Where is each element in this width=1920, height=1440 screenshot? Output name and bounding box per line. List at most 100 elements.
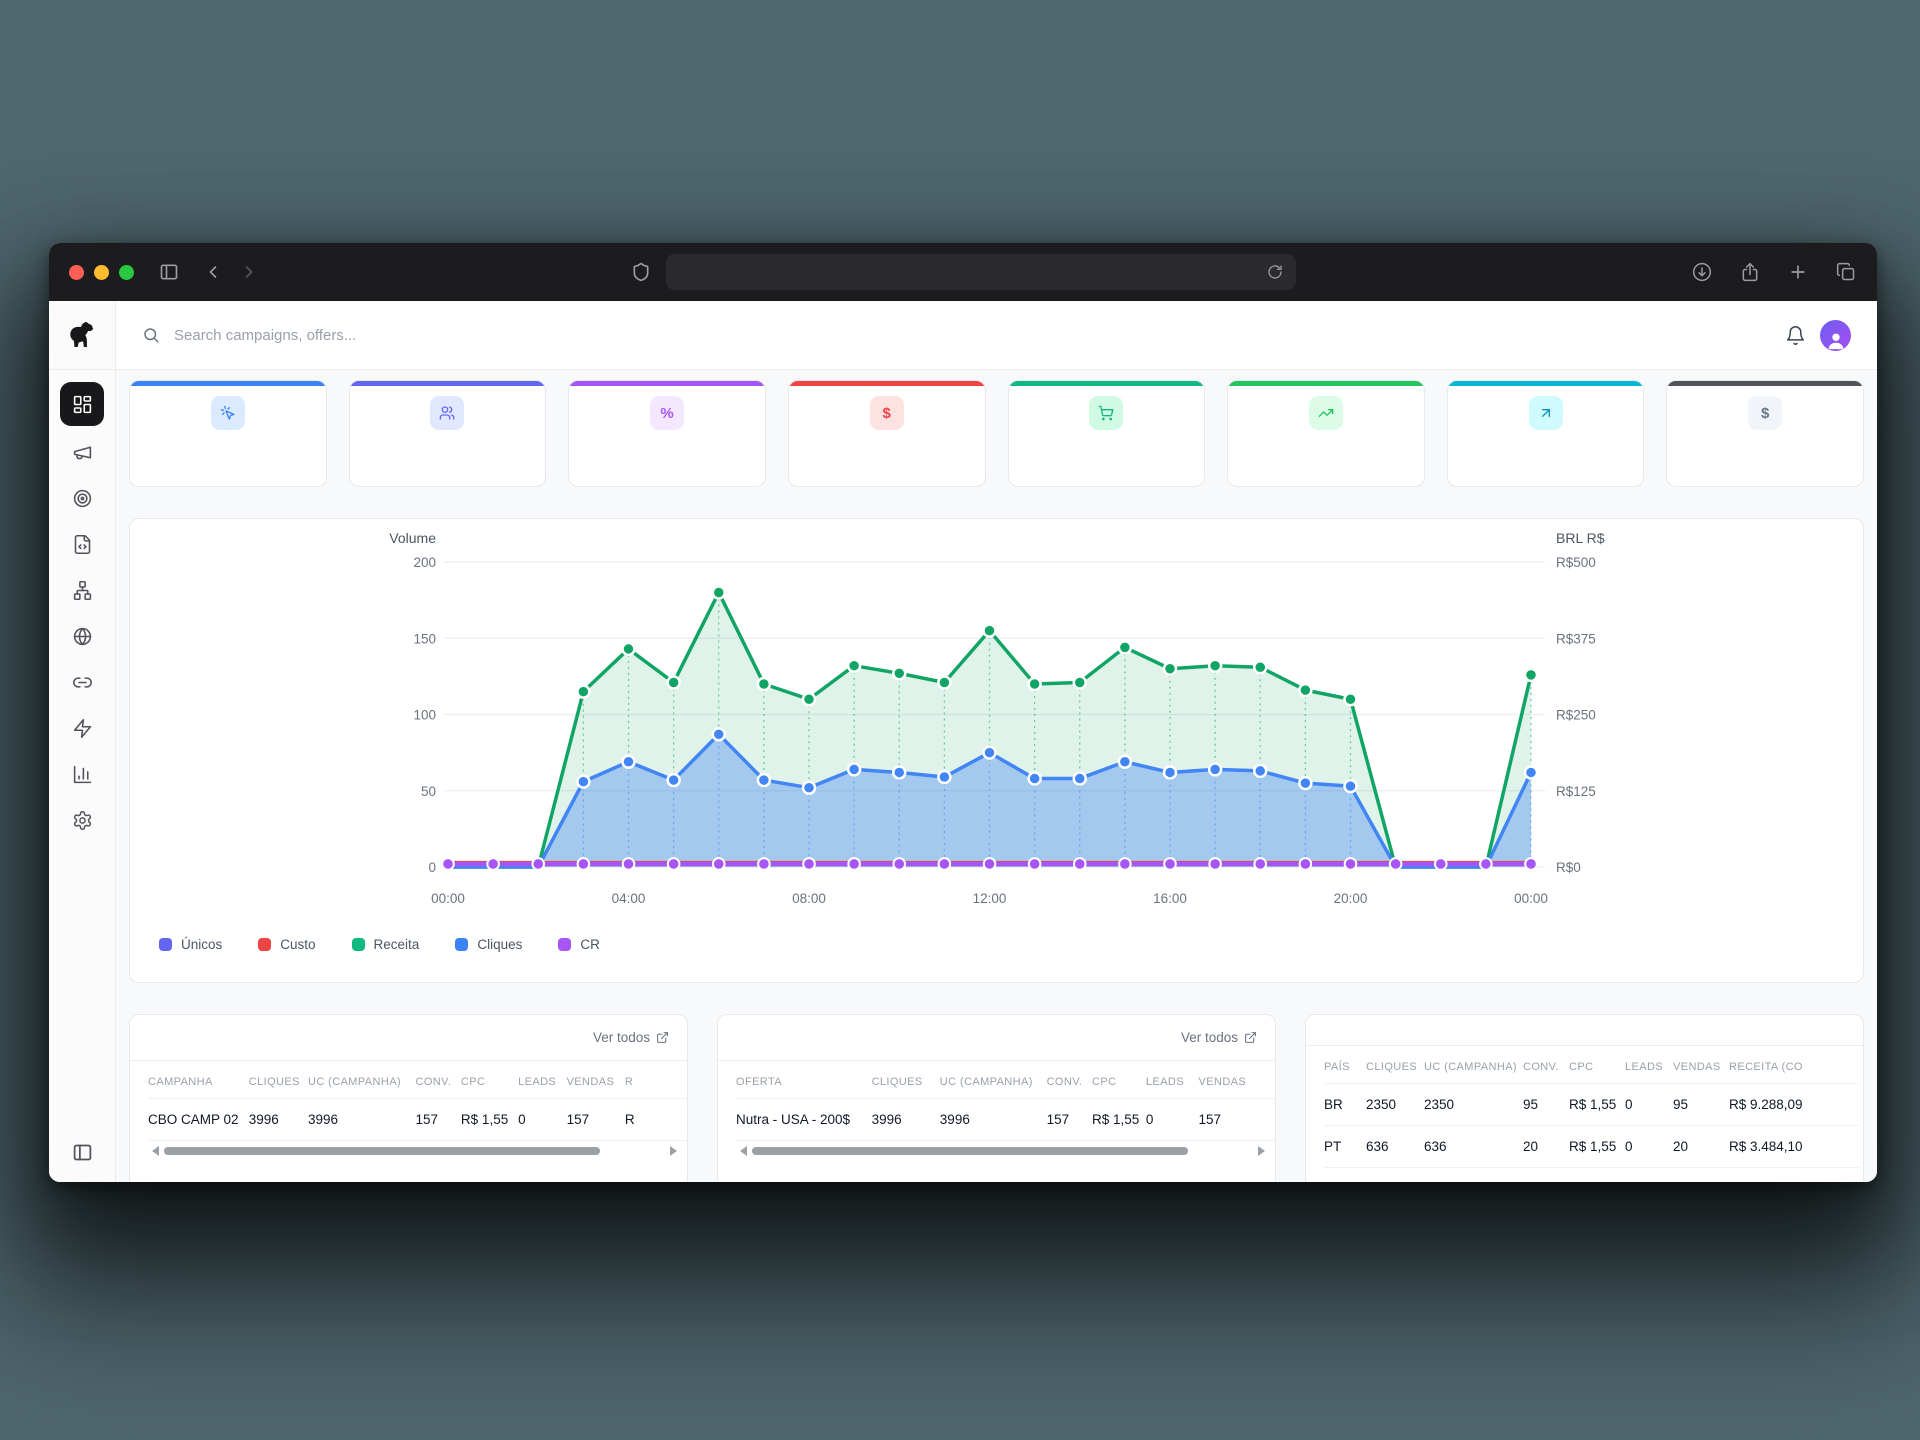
table-scroll-area[interactable]: PAÍS CLIQUES UC (CAMPANHA) CONV. CPC LEADS VEN… bbox=[1306, 1046, 1863, 1168]
stat-card-lucro[interactable] bbox=[1227, 380, 1425, 487]
sidebar-toggle-icon[interactable] bbox=[158, 261, 180, 283]
share-icon[interactable] bbox=[1739, 261, 1761, 283]
sidebar-item-offers[interactable] bbox=[62, 478, 102, 518]
table-cell: R$ 1,55 bbox=[1569, 1125, 1625, 1168]
search-input[interactable] bbox=[174, 326, 1771, 344]
scrollbar-track[interactable] bbox=[752, 1147, 1253, 1155]
table-cell: R$ 9.288,09 bbox=[1729, 1083, 1859, 1126]
arrow-up-right-icon bbox=[1538, 405, 1554, 421]
stat-accent-bar bbox=[1447, 381, 1644, 386]
sidebar-item-domains[interactable] bbox=[62, 616, 102, 656]
legend-color-chip bbox=[455, 938, 469, 951]
stat-card-cliques[interactable] bbox=[129, 380, 327, 487]
sidebar bbox=[49, 301, 116, 1182]
notifications-bell-icon[interactable] bbox=[1785, 325, 1806, 346]
table-cell: 0 bbox=[1145, 1098, 1199, 1141]
table-cell: 157 bbox=[1198, 1098, 1275, 1141]
sidebar-item-funnels[interactable] bbox=[62, 570, 102, 610]
table-row[interactable]: CBO CAMP 02 3996 3996 157 R$ 1,55 0 157 R bbox=[148, 1098, 687, 1141]
scroll-right-arrow[interactable] bbox=[1258, 1146, 1265, 1156]
stat-card-epc[interactable]: $ bbox=[1666, 380, 1864, 487]
horizontal-scrollbar[interactable] bbox=[736, 1141, 1275, 1156]
cart-icon bbox=[1089, 396, 1124, 430]
svg-text:00:00: 00:00 bbox=[1514, 891, 1548, 906]
reload-icon[interactable] bbox=[1264, 261, 1286, 283]
scrollbar-track[interactable] bbox=[164, 1147, 665, 1155]
sidebar-item-settings[interactable] bbox=[62, 800, 102, 840]
column-header: CLIQUES bbox=[871, 1061, 940, 1099]
sidebar-item-reports[interactable] bbox=[62, 754, 102, 794]
column-header: RECEITA (CO bbox=[1729, 1046, 1859, 1084]
stat-card-receita[interactable] bbox=[1007, 380, 1206, 487]
table-cell: 3996 bbox=[308, 1098, 416, 1141]
table-row[interactable]: PT 636 636 20 R$ 1,55 0 20 R$ 3.484,10 bbox=[1324, 1125, 1859, 1168]
sidebar-collapse-button[interactable] bbox=[62, 1132, 102, 1172]
scrollbar-thumb[interactable] bbox=[752, 1147, 1188, 1155]
close-window-button[interactable] bbox=[69, 264, 84, 280]
table-scroll-area[interactable]: CAMPANHA CLIQUES UC (CAMPANHA) CONV. CPC LEAD… bbox=[130, 1061, 687, 1156]
table-row[interactable]: BR 2350 2350 95 R$ 1,55 0 95 R$ 9.288,09 bbox=[1324, 1083, 1859, 1126]
minimize-window-button[interactable] bbox=[94, 264, 109, 280]
table-cell: 636 bbox=[1366, 1125, 1424, 1168]
ver-todos-link[interactable]: Ver todos bbox=[593, 1030, 669, 1045]
legend-label: Únicos bbox=[181, 937, 223, 952]
stat-card-únicos[interactable] bbox=[348, 380, 547, 487]
column-header: CPC bbox=[1091, 1061, 1146, 1099]
app-logo[interactable] bbox=[49, 301, 115, 370]
target-icon bbox=[72, 488, 93, 509]
column-header: VENDAS bbox=[1673, 1046, 1729, 1084]
legend-item-cliques[interactable]: Cliques bbox=[455, 937, 522, 952]
address-bar[interactable] bbox=[666, 254, 1296, 290]
table-cell: 95 bbox=[1673, 1083, 1729, 1126]
table-scroll-area[interactable]: OFERTA CLIQUES UC (CAMPANHA) CONV. CPC LEADS V… bbox=[718, 1061, 1275, 1156]
column-header: LEADS bbox=[1625, 1046, 1673, 1084]
table-cell: 95 bbox=[1523, 1083, 1569, 1126]
sidebar-item-links[interactable] bbox=[62, 662, 102, 702]
table-card-oferta: Ver todos OFERTA CLIQUES UC (CAMPANHA) CONV… bbox=[717, 1014, 1276, 1182]
table-cell: R$ 1,55 bbox=[1569, 1083, 1625, 1126]
column-header: OFERTA bbox=[736, 1061, 872, 1099]
scroll-left-arrow[interactable] bbox=[740, 1146, 747, 1156]
percent-icon: % bbox=[650, 396, 685, 430]
horizontal-scrollbar[interactable] bbox=[148, 1141, 687, 1156]
stat-card-custo[interactable]: $ bbox=[787, 380, 986, 487]
megaphone-icon bbox=[72, 442, 93, 463]
privacy-shield-icon[interactable] bbox=[630, 261, 652, 283]
zap-icon bbox=[72, 718, 93, 739]
back-icon[interactable] bbox=[202, 261, 224, 283]
tab-overview-icon[interactable] bbox=[1835, 261, 1857, 283]
table-cell: R$ 3.484,10 bbox=[1729, 1125, 1859, 1168]
legend-item-cr[interactable]: CR bbox=[558, 937, 600, 952]
users-icon bbox=[430, 396, 465, 430]
forward-icon[interactable] bbox=[238, 261, 260, 283]
sidebar-item-automations[interactable] bbox=[62, 708, 102, 748]
legend-item-custo[interactable]: Custo bbox=[258, 937, 316, 952]
stat-card-cr[interactable]: % bbox=[568, 380, 766, 487]
ver-todos-label: Ver todos bbox=[1180, 1030, 1238, 1045]
legend-color-chip bbox=[558, 938, 572, 951]
new-tab-icon[interactable] bbox=[1787, 261, 1809, 283]
trending-up-icon bbox=[1308, 396, 1343, 430]
legend-item-únicos[interactable]: Únicos bbox=[159, 937, 222, 952]
file-code-icon bbox=[72, 534, 93, 555]
legend-label: CR bbox=[580, 937, 600, 952]
scroll-right-arrow[interactable] bbox=[670, 1146, 677, 1156]
sidebar-item-landing-pages[interactable] bbox=[62, 524, 102, 564]
downloads-icon[interactable] bbox=[1691, 261, 1713, 283]
user-avatar[interactable] bbox=[1820, 319, 1851, 351]
legend-item-receita[interactable]: Receita bbox=[351, 937, 419, 952]
stat-card-roi[interactable] bbox=[1446, 380, 1645, 487]
scroll-left-arrow[interactable] bbox=[152, 1146, 159, 1156]
sidebar-item-campaigns[interactable] bbox=[62, 432, 102, 472]
table-row[interactable]: Nutra - USA - 200$ 3996 3996 157 R$ 1,55 0 157 bbox=[736, 1098, 1275, 1141]
table-cell: BR bbox=[1324, 1083, 1366, 1126]
sidebar-item-dashboard[interactable] bbox=[60, 382, 104, 426]
column-header: CPC bbox=[1569, 1046, 1625, 1084]
table-cell: R$ 1,55 bbox=[1091, 1098, 1146, 1141]
ver-todos-link[interactable]: Ver todos bbox=[1181, 1030, 1257, 1045]
zoom-window-button[interactable] bbox=[119, 264, 134, 280]
scrollbar-thumb[interactable] bbox=[164, 1147, 600, 1155]
dashboard-content: % $ $ 0 R$500 50 R$375 100 R$250 150 R$125 200 R$… bbox=[116, 370, 1877, 1182]
table-cell: 0 bbox=[518, 1098, 567, 1141]
column-header: CLIQUES bbox=[248, 1061, 309, 1099]
